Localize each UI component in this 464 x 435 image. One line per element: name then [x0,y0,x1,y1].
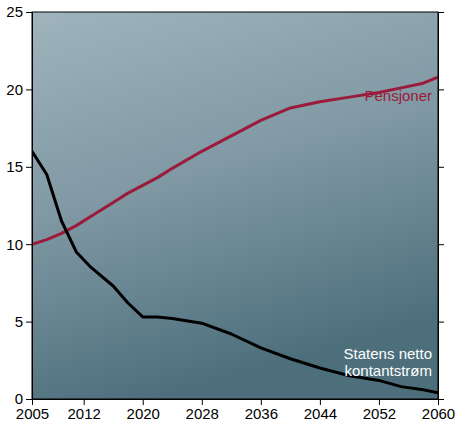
series-label: Pensjoner [364,87,432,104]
y-tick: 25 [6,3,32,20]
x-tick: 2044 [304,399,337,422]
y-right-tick [438,322,444,323]
y-right-tick [438,12,444,13]
x-tick: 2005 [16,399,49,422]
x-tick-label: 2028 [186,405,219,422]
x-tick-label: 2036 [245,405,278,422]
series-label: Statens nettokontantstrøm [344,345,432,379]
y-tick-label: 5 [15,313,23,330]
x-tick-label: 2052 [363,405,396,422]
y-tick-mark [26,167,32,168]
y-right-tick [438,167,444,168]
x-tick-label: 2044 [304,405,337,422]
plot: 0510152025200520122020202820362044205220… [6,3,455,421]
y-right-tick-mark [438,244,444,245]
y-tick-label: 25 [6,3,23,20]
x-axis: 2005 2012 2020 2028 2036 2044 2052 2060 [16,399,455,422]
series-line [32,77,438,244]
y-axis: 0510152025 [6,3,32,407]
x-tick-label: 2060 [422,405,455,422]
y-right-tick [438,89,444,90]
x-tick-label: 2020 [127,405,160,422]
x-tick: 2060 [422,399,455,422]
y-axis-right-line [439,13,445,400]
y-axis-right [438,13,444,400]
lines [32,77,438,393]
y-axis-line [26,13,33,400]
chart: 0510152025200520122020202820362044205220… [0,0,464,435]
x-tick: 2028 [186,399,219,422]
x-tick-label: 2005 [16,405,49,422]
y-tick-mark [26,12,32,13]
y-right-tick-mark [438,12,444,13]
plot-background [32,12,438,399]
y-tick-mark [26,89,32,90]
y-tick-label: 15 [6,158,23,175]
plot-frame [32,12,438,399]
x-tick: 2052 [363,399,396,422]
y-right-tick-mark [438,89,444,90]
y-tick-label: 10 [6,236,23,253]
x-tick-label: 2012 [67,405,100,422]
y-right-tick-mark [438,167,444,168]
y-right-tick [438,244,444,245]
y-tick-mark [26,399,32,400]
series-labels: Pensjoner Statens nettokontantstrøm [344,87,432,379]
y-tick: 15 [6,158,32,175]
y-tick-mark [26,244,32,245]
y-tick: 5 [15,313,32,330]
y-tick-label: 20 [6,81,23,98]
x-tick: 2020 [127,399,160,422]
y-right-tick-mark [438,322,444,323]
x-tick: 2012 [67,399,100,422]
y-tick: 20 [6,81,32,98]
x-tick: 2036 [245,399,278,422]
y-tick-mark [26,322,32,323]
y-tick: 10 [6,236,32,253]
series-line [32,151,438,392]
